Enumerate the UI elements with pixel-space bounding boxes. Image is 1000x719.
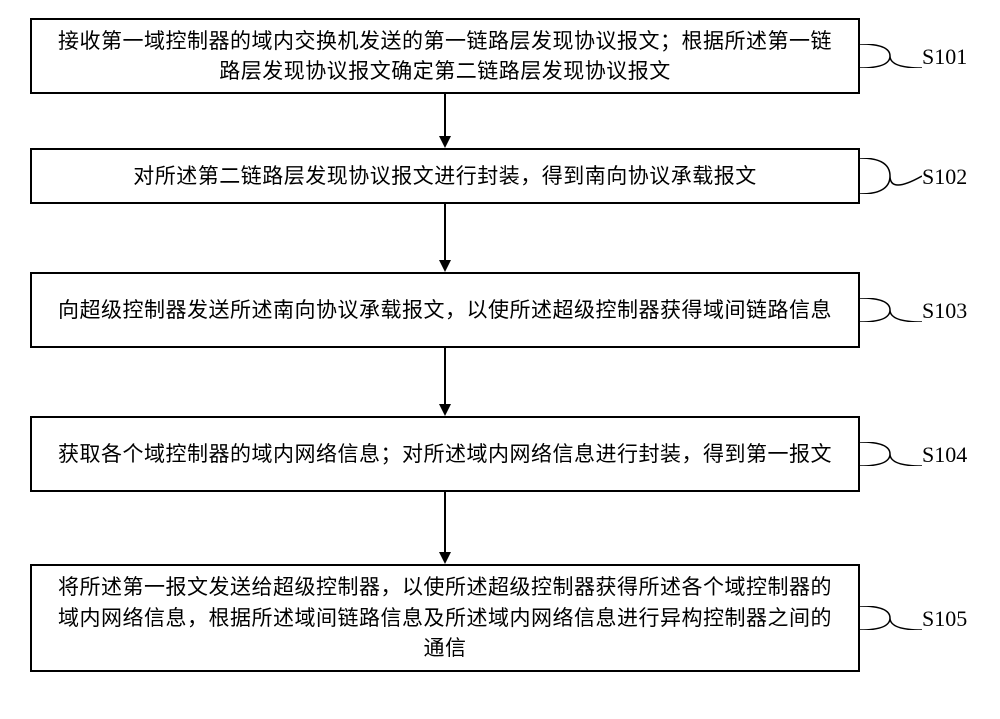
step-label-s102: S102 — [922, 164, 967, 190]
step-box-s104: 获取各个域控制器的域内网络信息；对所述域内网络信息进行封装，得到第一报文 — [30, 416, 860, 492]
connector-s101-bracket — [860, 44, 922, 68]
step-text: 获取各个域控制器的域内网络信息；对所述域内网络信息进行封装，得到第一报文 — [58, 439, 832, 469]
connector-s102-bracket — [860, 158, 922, 194]
step-label-s101: S101 — [922, 44, 967, 70]
step-text: 接收第一域控制器的域内交换机发送的第一链路层发现协议报文；根据所述第一链路层发现… — [52, 26, 838, 87]
connector-s105-bracket — [860, 606, 922, 630]
connector-s103-bracket — [860, 298, 922, 322]
arrow-3-4 — [437, 348, 453, 416]
step-box-s105: 将所述第一报文发送给超级控制器，以使所述超级控制器获得所述各个域控制器的域内网络… — [30, 564, 860, 672]
arrow-2-3 — [437, 204, 453, 272]
step-box-s101: 接收第一域控制器的域内交换机发送的第一链路层发现协议报文；根据所述第一链路层发现… — [30, 18, 860, 94]
step-text: 对所述第二链路层发现协议报文进行封装，得到南向协议承载报文 — [133, 161, 757, 191]
arrow-4-5 — [437, 492, 453, 564]
step-label-s104: S104 — [922, 442, 967, 468]
step-box-s102: 对所述第二链路层发现协议报文进行封装，得到南向协议承载报文 — [30, 148, 860, 204]
connector-s104-bracket — [860, 442, 922, 466]
step-label-s105: S105 — [922, 606, 967, 632]
step-text: 将所述第一报文发送给超级控制器，以使所述超级控制器获得所述各个域控制器的域内网络… — [52, 572, 838, 663]
step-text: 向超级控制器发送所述南向协议承载报文，以使所述超级控制器获得域间链路信息 — [58, 295, 832, 325]
arrow-1-2 — [437, 94, 453, 148]
flowchart-canvas: 接收第一域控制器的域内交换机发送的第一链路层发现协议报文；根据所述第一链路层发现… — [0, 0, 1000, 719]
step-box-s103: 向超级控制器发送所述南向协议承载报文，以使所述超级控制器获得域间链路信息 — [30, 272, 860, 348]
step-label-s103: S103 — [922, 298, 967, 324]
